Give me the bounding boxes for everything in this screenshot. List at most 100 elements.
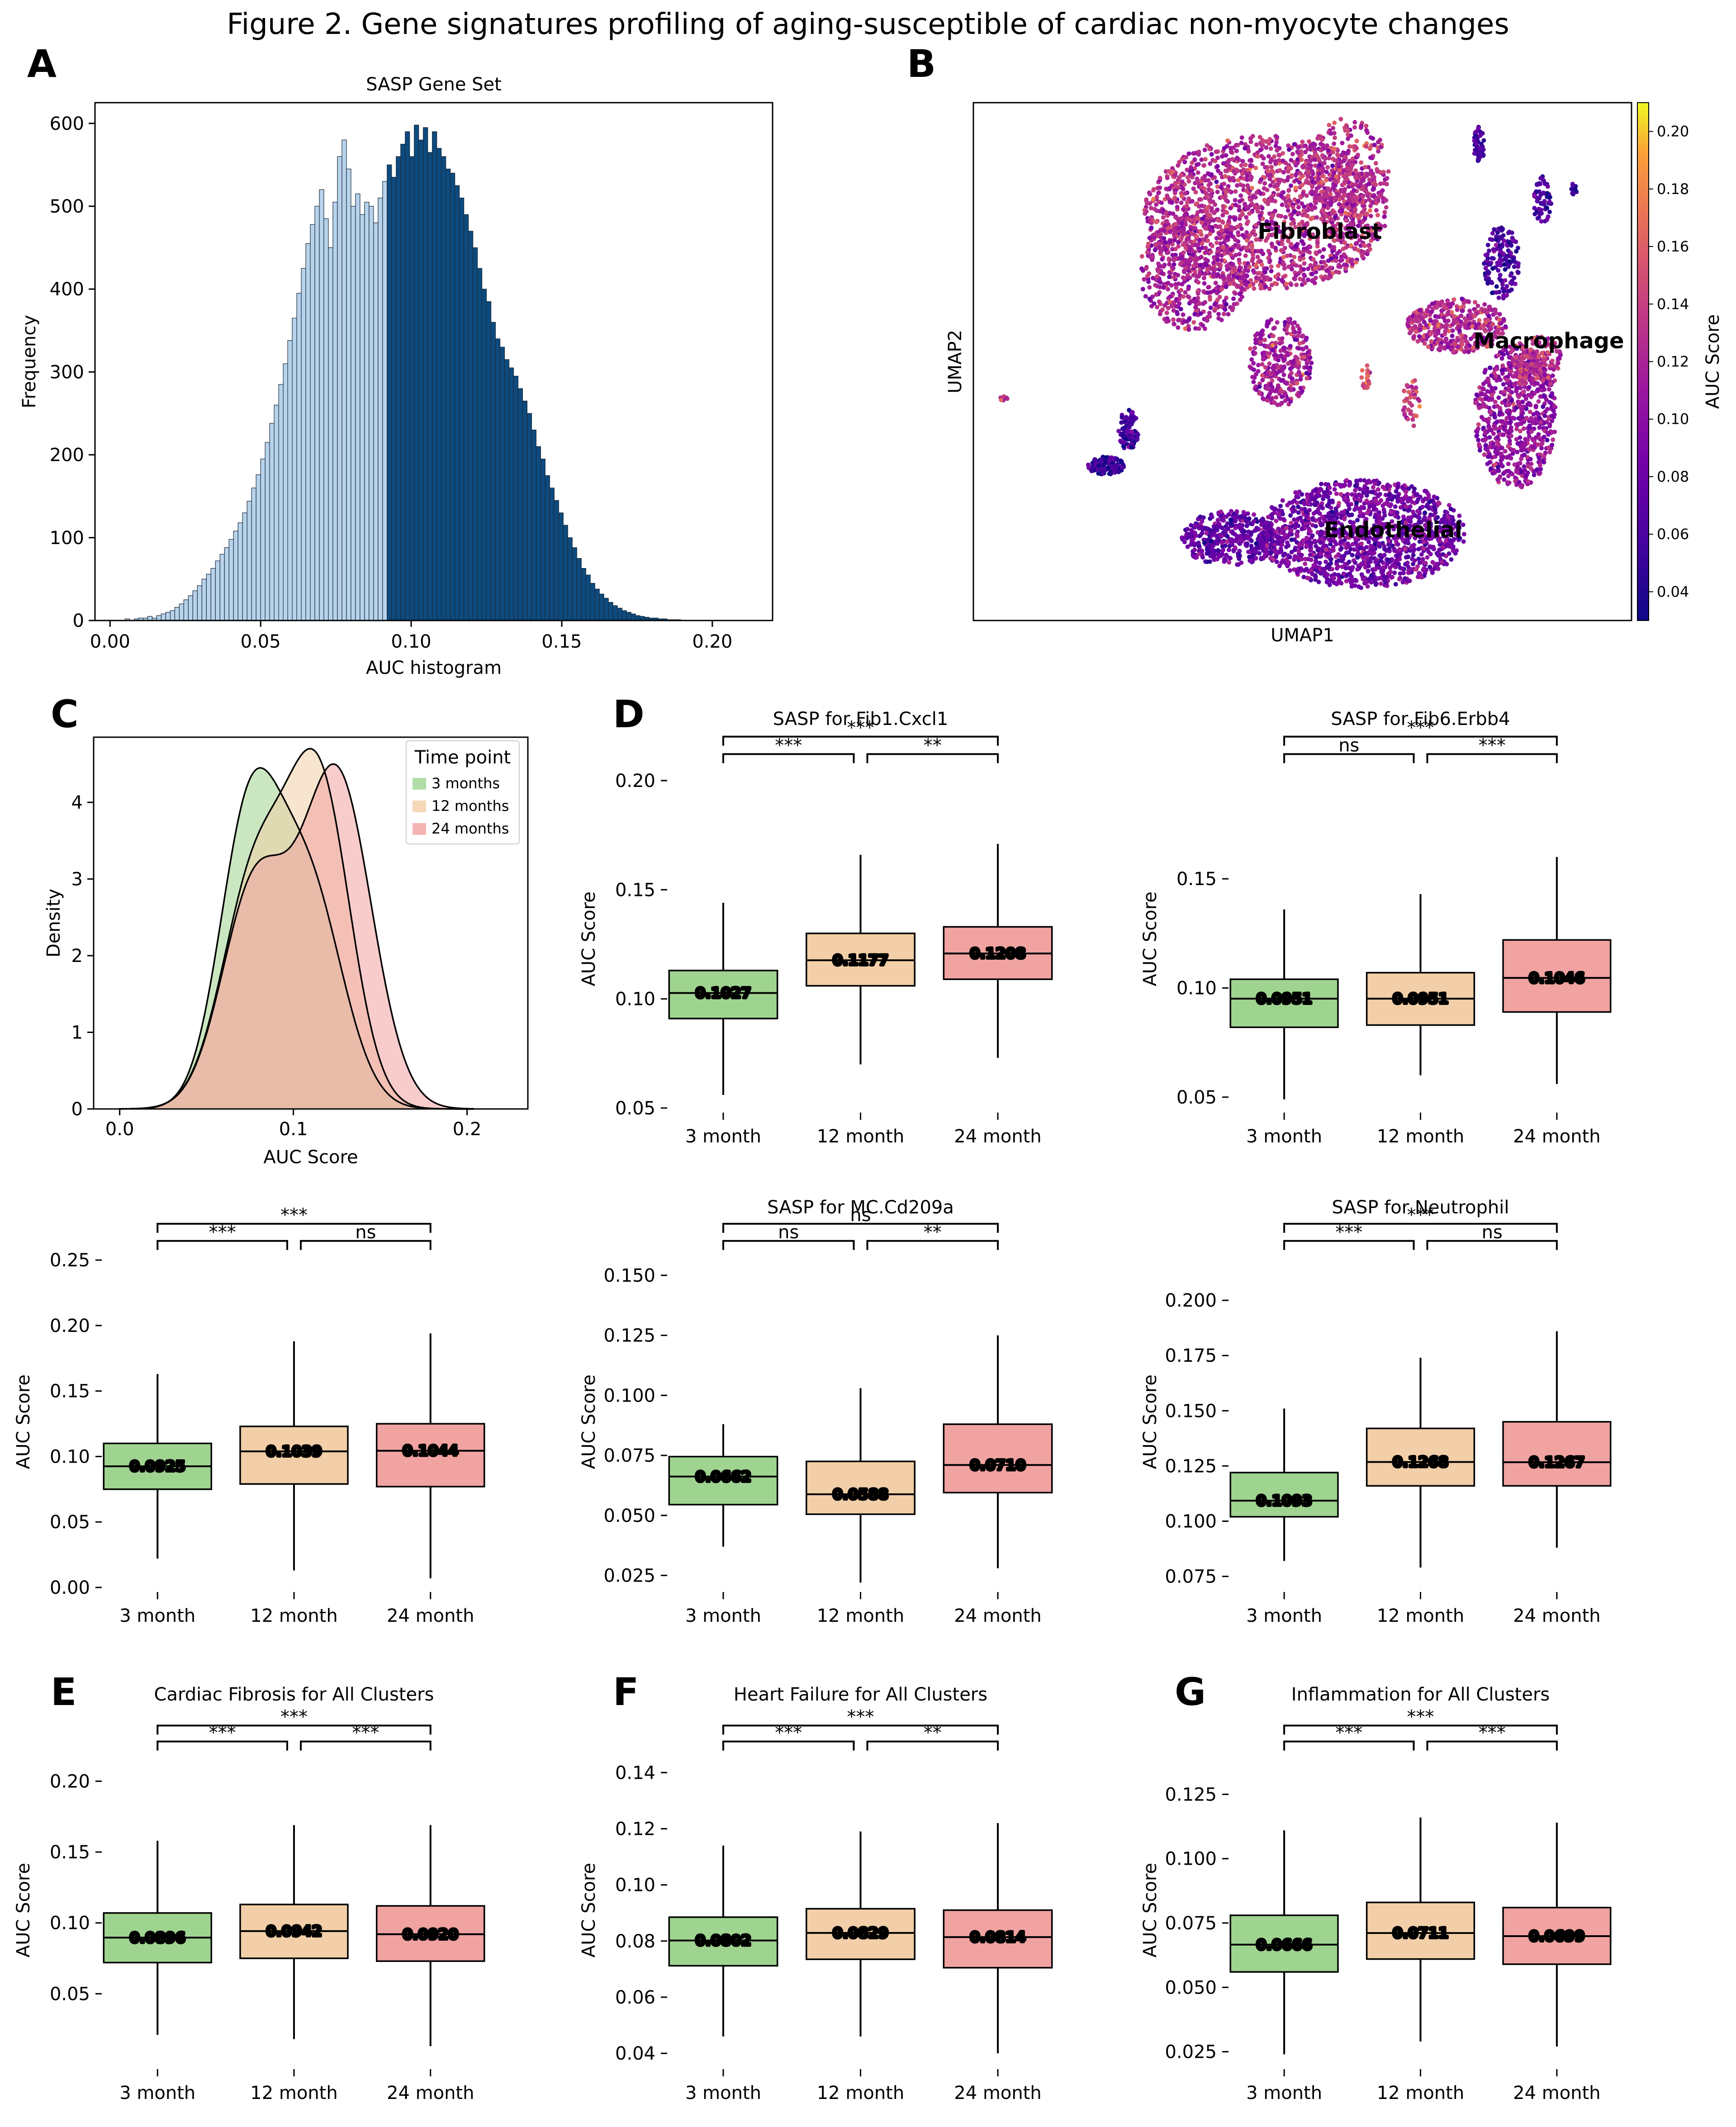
umap-cell [1371, 186, 1376, 190]
umap-cell [1281, 345, 1286, 350]
umap-cell [1352, 188, 1357, 193]
umap-cell [1233, 291, 1238, 296]
umap-cell [1491, 431, 1496, 436]
umap-cell [1533, 416, 1538, 421]
histogram-bar [265, 442, 270, 621]
umap-cell [1474, 400, 1479, 405]
umap-cell [1368, 213, 1373, 218]
histogram-bar [477, 268, 483, 621]
umap-cell [1352, 233, 1357, 238]
umap-cell [1215, 207, 1220, 212]
umap-cell [1210, 243, 1215, 248]
umap-cell [1293, 243, 1298, 248]
umap-cell [1267, 361, 1272, 366]
panel-letter-d: D [613, 692, 645, 736]
panel-letter-a: A [27, 42, 57, 86]
umap-cell [1220, 274, 1225, 279]
umap-cell [1330, 225, 1335, 230]
umap-cell [1296, 393, 1301, 398]
umap-cell [1203, 261, 1208, 266]
umap-cell [1344, 151, 1349, 156]
histogram-bar [364, 202, 370, 621]
umap-cell [1311, 257, 1316, 262]
umap-cell [1248, 283, 1253, 288]
umap-cell [1154, 202, 1159, 207]
umap-cell [1335, 251, 1340, 256]
umap-cell [1241, 167, 1246, 172]
umap-cell [1223, 307, 1228, 312]
umap-cell [1238, 193, 1243, 198]
umap-cell [1148, 201, 1152, 206]
umap-cell [1179, 194, 1184, 199]
histogram-bar [342, 139, 347, 621]
umap-cell [1252, 346, 1257, 351]
umap-cell [1419, 552, 1424, 557]
histogram-bar [292, 317, 297, 621]
umap-cell [1521, 442, 1526, 447]
umap-cell [1263, 365, 1268, 370]
umap-cell [1194, 257, 1199, 262]
umap-cell [1273, 388, 1278, 393]
umap-cell [1148, 216, 1153, 221]
umap-cell [1350, 261, 1355, 266]
histogram-bar [558, 512, 564, 621]
umap-cell [1195, 216, 1200, 221]
umap-cell [1253, 195, 1258, 200]
umap-cell [1477, 442, 1481, 447]
histogram-bar [387, 164, 392, 621]
umap-cell [1274, 395, 1279, 400]
umap-cell [1451, 297, 1456, 302]
umap-cell [1235, 168, 1240, 173]
umap-cell [1232, 302, 1237, 307]
panel-letter-f: F [613, 1670, 639, 1714]
umap-cell [1293, 330, 1298, 335]
umap-cell [1276, 369, 1281, 374]
umap-cell [1519, 485, 1524, 489]
histogram-bar [626, 612, 631, 621]
umap-cell [1348, 169, 1353, 174]
umap-cell [1228, 149, 1233, 154]
umap-cell [1263, 165, 1268, 170]
umap-cell [1376, 149, 1381, 154]
histogram-bar [603, 597, 609, 621]
umap-cell [1176, 325, 1181, 330]
umap-cell [1172, 322, 1176, 327]
umap-cell [1225, 138, 1230, 143]
umap-cell [1147, 236, 1152, 240]
umap-cell [1172, 237, 1177, 242]
histogram-bar [427, 152, 433, 621]
umap-cell [1293, 185, 1298, 190]
umap-cell [1256, 369, 1261, 374]
umap-cell [1275, 135, 1280, 140]
umap-cell [1163, 247, 1168, 252]
umap-cell [1519, 448, 1524, 453]
histogram-bar [508, 367, 514, 621]
histogram-bar [183, 599, 189, 621]
umap-cell [1183, 191, 1188, 196]
umap-cell [1251, 361, 1256, 366]
umap-cell [1192, 312, 1197, 317]
umap-cell [1413, 324, 1418, 329]
umap-cell [1323, 263, 1328, 268]
umap-cell [1203, 271, 1208, 276]
umap-cell [1170, 247, 1175, 252]
histogram-bar [360, 214, 365, 621]
umap-cell [1298, 276, 1303, 281]
umap-cell [1537, 471, 1541, 476]
umap-cell [1325, 165, 1330, 170]
umap-cell [1273, 274, 1278, 279]
umap-cell [1462, 349, 1467, 354]
umap-cell [1475, 433, 1480, 438]
umap-cell [1162, 236, 1167, 241]
umap-cell [1498, 425, 1503, 430]
umap-cell [1285, 238, 1290, 243]
umap-cell [1300, 183, 1304, 187]
umap-cell [1257, 276, 1262, 281]
umap-cell [1223, 174, 1228, 179]
umap-cell [1199, 232, 1204, 237]
umap-cell [1289, 242, 1294, 246]
umap-cell [1245, 183, 1250, 188]
umap-cell [1368, 204, 1373, 208]
umap-cell [1156, 261, 1161, 266]
umap-cell [1361, 184, 1366, 189]
